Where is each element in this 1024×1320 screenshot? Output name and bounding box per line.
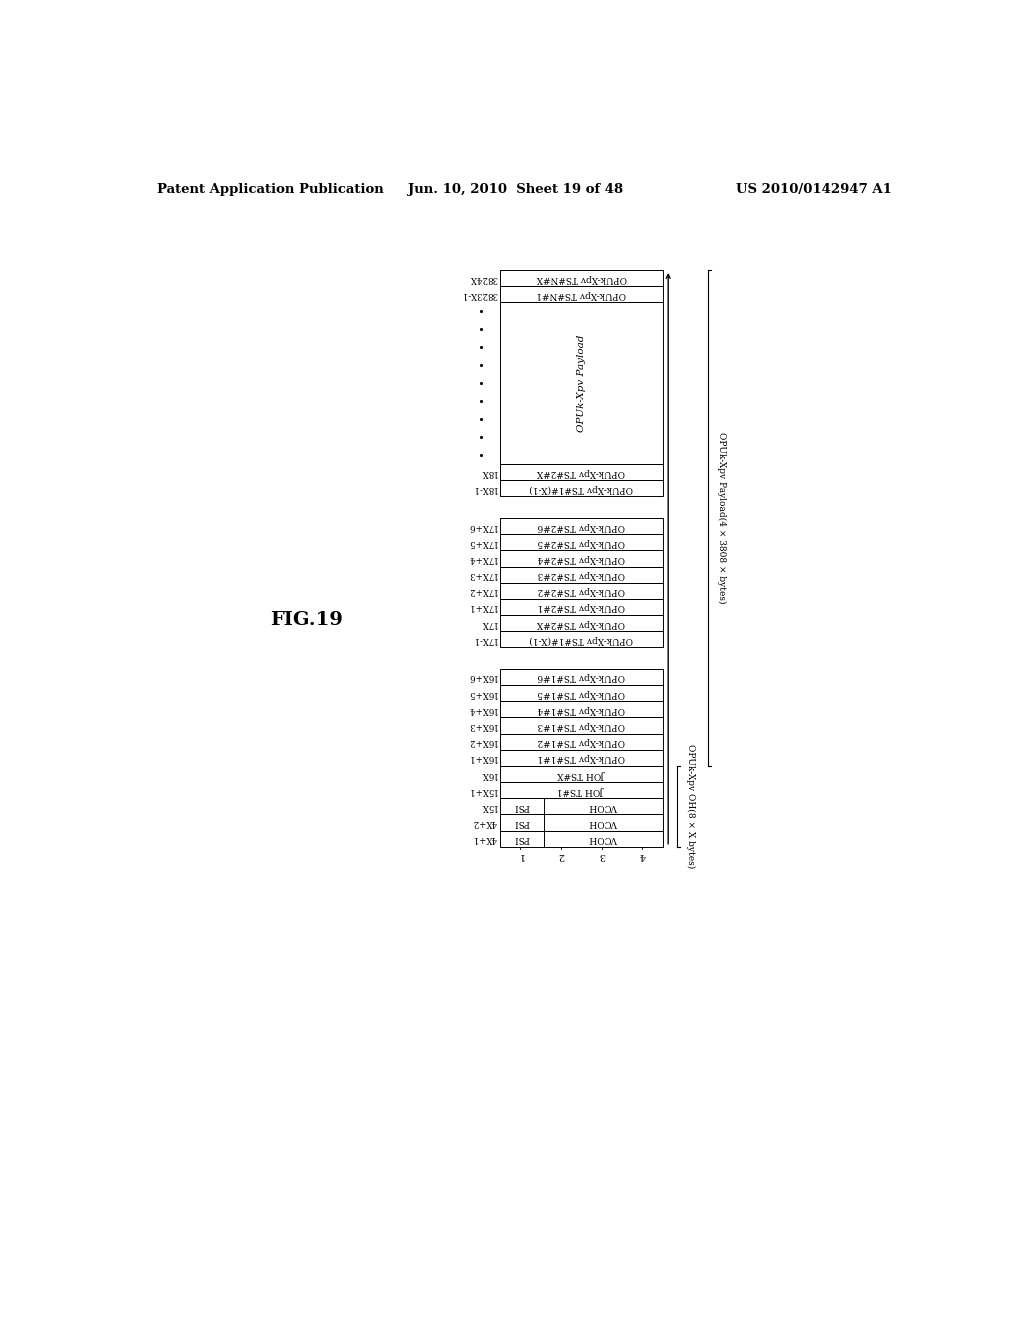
Text: OPUk-Xpv TS#1#6: OPUk-Xpv TS#1#6 [538,672,626,681]
Text: US 2010/0142947 A1: US 2010/0142947 A1 [736,183,892,197]
Text: OPUk-Xpv TS#2#3: OPUk-Xpv TS#2#3 [538,570,625,579]
Bar [500,766,663,781]
Bar [500,535,663,550]
Text: 16X+2: 16X+2 [467,737,497,746]
Text: OPUk-Xpv TS#2#2: OPUk-Xpv TS#2#2 [538,586,625,595]
Bar [500,550,663,566]
Text: 2: 2 [558,851,564,861]
Text: 15X: 15X [479,801,497,810]
Text: PSI: PSI [514,818,529,828]
Bar [500,830,663,847]
Text: OPUk-Xpv TS#2#6: OPUk-Xpv TS#2#6 [538,521,625,531]
Bar [500,734,663,750]
Text: 16X+6: 16X+6 [467,672,497,681]
Text: 17X+4: 17X+4 [467,554,497,562]
Bar [500,566,663,582]
Text: 4X+1: 4X+1 [472,834,497,843]
Text: OPUk-Xpv TS#1#4: OPUk-Xpv TS#1#4 [538,705,626,714]
Text: 16X+1: 16X+1 [467,754,497,763]
Bar [500,669,663,685]
Text: OPUk-Xpv TS#1#1: OPUk-Xpv TS#1#1 [538,754,626,763]
Text: 17X+3: 17X+3 [467,570,497,579]
Text: OPUk-Xpv TS#2#X: OPUk-Xpv TS#2#X [538,467,626,477]
Bar [500,302,663,465]
Text: 17X+5: 17X+5 [467,537,497,546]
Bar [500,814,663,830]
Text: OPUk-Xpv TS#1#2: OPUk-Xpv TS#1#2 [538,737,625,746]
Text: 4: 4 [639,851,645,861]
Bar [500,480,663,496]
Text: JOH TS#1: JOH TS#1 [558,785,605,795]
Text: OPUk-Xpv TS#1#3: OPUk-Xpv TS#1#3 [538,721,625,730]
Text: 16X: 16X [479,770,497,779]
Bar [500,631,663,647]
Text: 17X-1: 17X-1 [471,635,497,644]
Text: FIG.19: FIG.19 [269,611,343,630]
Bar [500,799,663,814]
Bar [500,718,663,734]
Text: OPUk-Xpv TS#1#(X-1): OPUk-Xpv TS#1#(X-1) [529,484,633,492]
Text: OPUk-Xpv TS#N#X: OPUk-Xpv TS#N#X [537,273,627,282]
Bar [500,701,663,718]
Bar [500,685,663,701]
Text: 4X+2: 4X+2 [473,818,497,828]
Text: 15X+1: 15X+1 [467,785,497,795]
Bar [500,271,663,286]
Text: OPUk-Xpv TS#2#1: OPUk-Xpv TS#2#1 [538,602,625,611]
Text: 18X-1: 18X-1 [471,484,497,492]
Text: 16X+3: 16X+3 [467,721,497,730]
Text: PSI: PSI [514,834,529,843]
Bar [500,517,663,535]
Bar [500,286,663,302]
Text: OPUk-Xpv TS#1#5: OPUk-Xpv TS#1#5 [538,689,626,698]
Bar [500,781,663,799]
Bar [500,599,663,615]
Bar [500,615,663,631]
Bar [500,750,663,766]
Text: 17X+2: 17X+2 [467,586,497,595]
Bar [500,465,663,480]
Text: 3824X: 3824X [469,273,497,282]
Text: OPUk-Xpv TS#N#1: OPUk-Xpv TS#N#1 [537,290,627,298]
Text: 3823X-1: 3823X-1 [461,290,497,298]
Text: Jun. 10, 2010  Sheet 19 of 48: Jun. 10, 2010 Sheet 19 of 48 [408,183,623,197]
Text: OPUk-Xpv Payload: OPUk-Xpv Payload [577,334,586,432]
Text: 17X+1: 17X+1 [467,602,497,611]
Bar [500,582,663,599]
Text: Patent Application Publication: Patent Application Publication [158,183,384,197]
Text: OPUk-Xpv Payload(4 × 3808 × bytes): OPUk-Xpv Payload(4 × 3808 × bytes) [717,432,726,603]
Text: JOH TS#X: JOH TS#X [557,770,605,779]
Text: OPUk-Xpv OH(8 × X bytes): OPUk-Xpv OH(8 × X bytes) [686,744,695,869]
Text: VCOH: VCOH [589,801,617,810]
Text: OPUk-Xpv TS#2#4: OPUk-Xpv TS#2#4 [538,554,625,562]
Text: 1: 1 [517,851,523,861]
Text: 17X+6: 17X+6 [467,521,497,531]
Text: 16X+4: 16X+4 [467,705,497,714]
Text: 18X: 18X [479,467,497,477]
Text: 3: 3 [599,851,605,861]
Text: OPUk-Xpv TS#2#X: OPUk-Xpv TS#2#X [538,619,626,627]
Text: VCOH: VCOH [589,834,617,843]
Text: PSI: PSI [514,801,529,810]
Text: 16X+5: 16X+5 [467,689,497,698]
Text: OPUk-Xpv TS#2#5: OPUk-Xpv TS#2#5 [538,537,626,546]
Text: VCOH: VCOH [589,818,617,828]
Text: OPUk-Xpv TS#1#(X-1): OPUk-Xpv TS#1#(X-1) [529,635,633,644]
Text: 17X: 17X [479,619,497,627]
